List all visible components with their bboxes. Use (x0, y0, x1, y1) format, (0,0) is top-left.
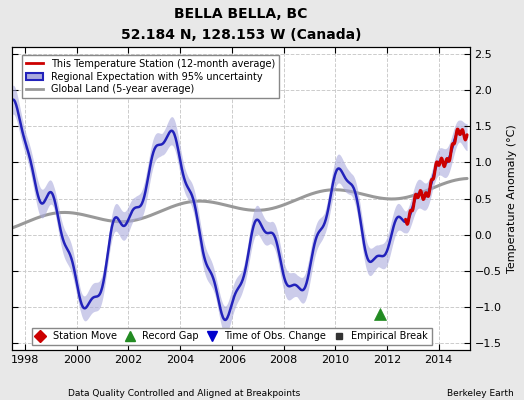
Title: BELLA BELLA, BC
52.184 N, 128.153 W (Canada): BELLA BELLA, BC 52.184 N, 128.153 W (Can… (121, 7, 361, 42)
Legend: Station Move, Record Gap, Time of Obs. Change, Empirical Break: Station Move, Record Gap, Time of Obs. C… (31, 328, 432, 345)
Text: Data Quality Controlled and Aligned at Breakpoints: Data Quality Controlled and Aligned at B… (68, 389, 300, 398)
Text: Berkeley Earth: Berkeley Earth (447, 389, 514, 398)
Y-axis label: Temperature Anomaly (°C): Temperature Anomaly (°C) (507, 124, 517, 273)
